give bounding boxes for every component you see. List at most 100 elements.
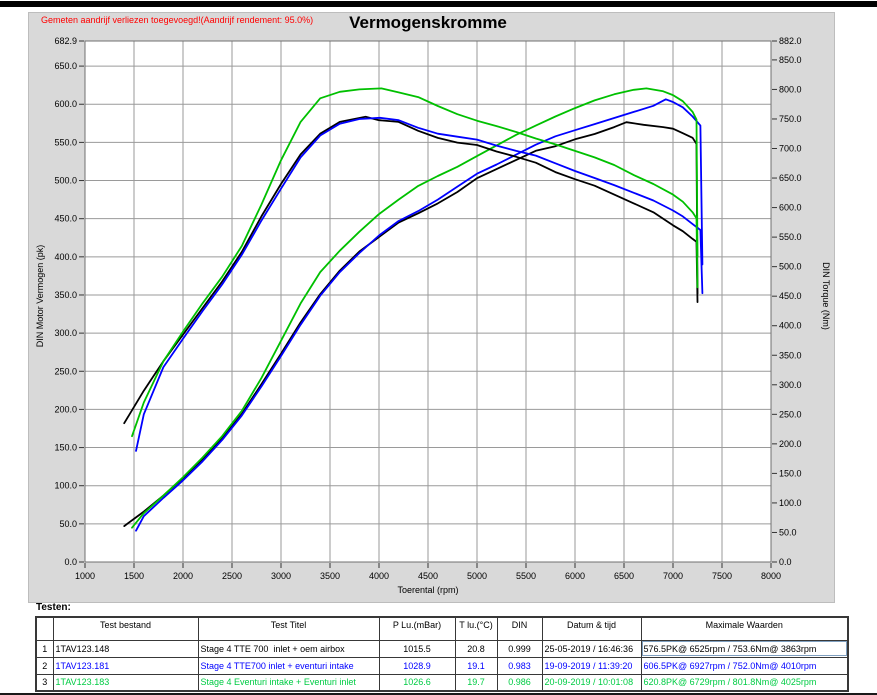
x-tick-label: 4000 [369, 571, 389, 581]
left-tick-label: 600.0 [54, 99, 77, 109]
right-tick-label: 0.0 [779, 557, 792, 567]
x-tick-label: 6000 [565, 571, 585, 581]
right-tick-label: 50.0 [779, 527, 797, 537]
dyno-chart-panel: 682.9 650.0 600.0 550.0 500.0 450.0 400.0 350.0… [28, 12, 835, 603]
x-axis-title: Toerental (rpm) [397, 585, 458, 595]
test-title: Stage 4 Eventuri intake + Eventuri inlet [197, 673, 380, 692]
test-file: 1TAV123.183 [52, 673, 199, 692]
left-tick-label: 0.0 [64, 557, 77, 567]
left-tick-label: 350.0 [54, 290, 77, 300]
left-tick-label: 450.0 [54, 214, 77, 224]
right-tick-label: 800.0 [779, 84, 802, 94]
table-row[interactable]: 1 1TAV123.148 Stage 4 TTE 700 inlet + oem … [35, 639, 849, 658]
left-tick-label: 250.0 [54, 366, 77, 376]
x-tick-label: 6500 [614, 571, 634, 581]
datetime: 25-05-2019 / 16:46:36 [541, 639, 642, 658]
right-tick-label: 700.0 [779, 144, 802, 154]
tests-table: Test bestand Test Titel P Lu.(mBar) T lu… [35, 616, 849, 692]
test-file: 1TAV123.181 [52, 656, 199, 675]
left-tick-label: 400.0 [54, 252, 77, 262]
row-number: 3 [35, 673, 54, 692]
col-header-maximale-waarden: Maximale Waarden [640, 616, 849, 641]
drivetrain-loss-warning: Gemeten aandrijf verliezen toegevoegd!(A… [41, 15, 313, 25]
right-tick-label: 550.0 [779, 232, 802, 242]
x-tick-label: 5000 [467, 571, 487, 581]
din-factor: 0.999 [496, 639, 543, 658]
left-tick-label: 100.0 [54, 481, 77, 491]
right-tick-label: 300.0 [779, 380, 802, 390]
x-tick-label: 3000 [271, 571, 291, 581]
chart-title: Vermogenskromme [349, 13, 507, 32]
temperature-value: 20.8 [454, 639, 498, 658]
datetime: 19-09-2019 / 11:39:20 [541, 656, 642, 675]
col-header-datum-tijd: Datum & tijd [541, 616, 642, 641]
table-header-row: Test bestand Test Titel P Lu.(mBar) T lu… [35, 616, 849, 641]
left-tick-label: 150.0 [54, 443, 77, 453]
right-tick-label: 350.0 [779, 350, 802, 360]
x-tick-label: 4500 [418, 571, 438, 581]
x-tick-label: 5500 [516, 571, 536, 581]
col-header-test-titel: Test Titel [197, 616, 380, 641]
right-axis-title: DIN Torque (Nm) [821, 262, 831, 330]
curve-power-run2 [135, 98, 704, 532]
window-bottom-edge [0, 693, 877, 695]
row-number: 2 [35, 656, 54, 675]
tests-section-label: Testen: [36, 602, 71, 613]
left-tick-label: 300.0 [54, 328, 77, 338]
x-tick-label: 8000 [761, 571, 781, 581]
pressure-value: 1028.9 [378, 656, 456, 675]
x-tick-label: 7000 [663, 571, 683, 581]
left-tick-label: 200.0 [54, 404, 77, 414]
curve-power-run3 [131, 87, 699, 529]
right-tick-label: 150.0 [779, 468, 802, 478]
din-factor: 0.986 [496, 673, 543, 692]
datetime: 20-09-2019 / 10:01:08 [541, 673, 642, 692]
right-tick-label: 250.0 [779, 409, 802, 419]
right-tick-label: 600.0 [779, 203, 802, 213]
curve-torque-run3 [131, 87, 699, 438]
x-tick-label: 7500 [712, 571, 732, 581]
temperature-value: 19.1 [454, 656, 498, 675]
right-tick-label: 882.0 [779, 36, 802, 46]
power-curve-chart: 682.9 650.0 600.0 550.0 500.0 450.0 400.0 350.0… [35, 13, 831, 595]
x-tick-label: 1500 [124, 571, 144, 581]
x-tick-label: 1000 [75, 571, 95, 581]
window-top-edge [0, 1, 877, 7]
col-header-t-lu: T lu.(°C) [454, 616, 498, 641]
left-axis-title: DIN Motor Vermogen (pk) [35, 245, 45, 348]
right-tick-label: 650.0 [779, 173, 802, 183]
test-file: 1TAV123.148 [52, 639, 199, 658]
pressure-value: 1015.5 [378, 639, 456, 658]
row-number: 1 [35, 639, 54, 658]
right-tick-label: 100.0 [779, 498, 802, 508]
test-title: Stage 4 TTE700 inlet + eventuri intake [197, 656, 380, 675]
col-header-din: DIN [496, 616, 543, 641]
max-values: 620.8PK@ 6729rpm / 801.8Nm@ 4025rpm [640, 673, 849, 692]
x-tick-label: 2500 [222, 571, 242, 581]
plot-border [84, 40, 772, 563]
curve-torque-run1 [123, 115, 699, 425]
max-values[interactable]: 576.5PK@ 6525rpm / 753.6Nm@ 3863rpm [640, 639, 849, 658]
col-header-num [35, 616, 54, 641]
left-tick-label: 500.0 [54, 176, 77, 186]
left-tick-label: 682.9 [54, 36, 77, 46]
left-tick-label: 650.0 [54, 61, 77, 71]
left-tick-label: 50.0 [59, 519, 77, 529]
right-tick-label: 850.0 [779, 55, 802, 65]
test-title: Stage 4 TTE 700 inlet + oem airbox [197, 639, 380, 658]
max-values: 606.5PK@ 6927rpm / 752.0Nm@ 4010rpm [640, 656, 849, 675]
col-header-p-lu: P Lu.(mBar) [378, 616, 456, 641]
table-row[interactable]: 2 1TAV123.181 Stage 4 TTE700 inlet + event… [35, 656, 849, 675]
table-row[interactable]: 3 1TAV123.183 Stage 4 Eventuri intake + Ev… [35, 673, 849, 692]
curve-torque-run2 [135, 116, 704, 452]
din-factor: 0.983 [496, 656, 543, 675]
right-tick-label: 450.0 [779, 291, 802, 301]
right-tick-label: 400.0 [779, 321, 802, 331]
x-tick-label: 2000 [173, 571, 193, 581]
right-tick-label: 500.0 [779, 262, 802, 272]
right-tick-label: 750.0 [779, 114, 802, 124]
pressure-value: 1026.6 [378, 673, 456, 692]
temperature-value: 19.7 [454, 673, 498, 692]
left-tick-label: 550.0 [54, 137, 77, 147]
